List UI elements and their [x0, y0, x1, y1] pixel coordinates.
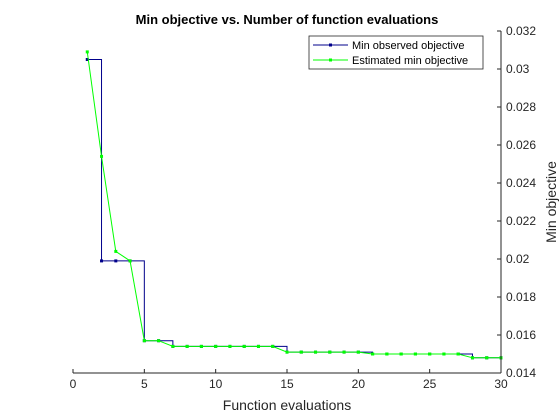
x-tick-label: 25 — [423, 377, 437, 391]
data-point-estimated-min — [470, 356, 474, 360]
y-tick-label: 0.014 — [506, 366, 536, 380]
x-axis-label: Function evaluations — [223, 397, 351, 413]
data-point-min-observed — [100, 259, 104, 263]
y-tick-label: 0.018 — [506, 290, 536, 304]
data-point-estimated-min — [299, 350, 303, 354]
data-point-estimated-min — [142, 339, 146, 343]
data-point-estimated-min — [256, 344, 260, 348]
x-tick-label: 5 — [141, 377, 148, 391]
x-tick-label: 10 — [209, 377, 223, 391]
y-tick-label: 0.028 — [506, 100, 536, 114]
data-point-estimated-min — [199, 344, 203, 348]
data-point-estimated-min — [399, 352, 403, 356]
data-point-estimated-min — [413, 352, 417, 356]
data-point-min-observed — [114, 259, 118, 263]
data-point-estimated-min — [385, 352, 389, 356]
x-tick-label: 30 — [494, 377, 508, 391]
data-point-estimated-min — [371, 352, 375, 356]
legend-label-min-observed: Min observed objective — [352, 40, 465, 52]
data-point-estimated-min — [328, 350, 332, 354]
x-tick-label: 20 — [352, 377, 366, 391]
data-point-estimated-min — [285, 350, 289, 354]
data-point-estimated-min — [442, 352, 446, 356]
y-tick-label: 0.02 — [506, 252, 530, 266]
x-tick-label: 15 — [280, 377, 294, 391]
data-point-estimated-min — [314, 350, 318, 354]
legend-marker-estimated-min — [329, 58, 332, 62]
data-point-estimated-min — [185, 344, 189, 348]
series-line-estimated-min — [86, 51, 501, 359]
data-point-estimated-min — [128, 259, 132, 263]
y-tick-label: 0.032 — [506, 24, 536, 38]
data-point-estimated-min — [85, 50, 89, 54]
data-point-estimated-min — [157, 339, 161, 343]
y-tick-label: 0.024 — [506, 176, 536, 190]
y-ticks: 0.014 0.016 0.018 0.02 0.022 0.024 0.026 0.028 0… — [497, 24, 536, 380]
data-point-estimated-min — [242, 344, 246, 348]
data-point-estimated-min — [114, 249, 118, 253]
data-point-estimated-min — [485, 356, 489, 360]
data-point-min-observed — [85, 58, 89, 61]
chart-title: Min objective vs. Number of function eva… — [136, 12, 439, 27]
y-tick-label: 0.016 — [506, 328, 536, 342]
legend-label-estimated-min: Estimated min objective — [352, 55, 468, 67]
x-tick-label: 0 — [70, 377, 77, 391]
data-point-estimated-min — [228, 344, 232, 348]
data-point-estimated-min — [271, 344, 275, 348]
legend: Min observed objective Estimated min obj… — [308, 35, 484, 70]
y-tick-label: 0.022 — [506, 214, 536, 228]
x-ticks: 0 5 10 15 20 25 30 — [70, 369, 508, 391]
y-axis-label: Min objective — [543, 161, 559, 243]
data-point-estimated-min — [342, 350, 346, 354]
data-point-estimated-min — [428, 352, 432, 356]
y-tick-label: 0.03 — [506, 62, 530, 76]
axes: 0 5 10 15 20 25 30 0.0140.0160.0180.020.0220.0… — [70, 24, 537, 391]
data-point-estimated-min — [456, 352, 460, 356]
data-point-estimated-min — [171, 344, 175, 348]
data-point-estimated-min — [100, 154, 104, 158]
legend-marker-min-observed — [329, 43, 332, 47]
data-point-estimated-min — [356, 350, 360, 354]
y-tick-label: 0.026 — [506, 138, 536, 152]
data-point-estimated-min — [214, 344, 218, 348]
legend-box — [308, 35, 484, 70]
